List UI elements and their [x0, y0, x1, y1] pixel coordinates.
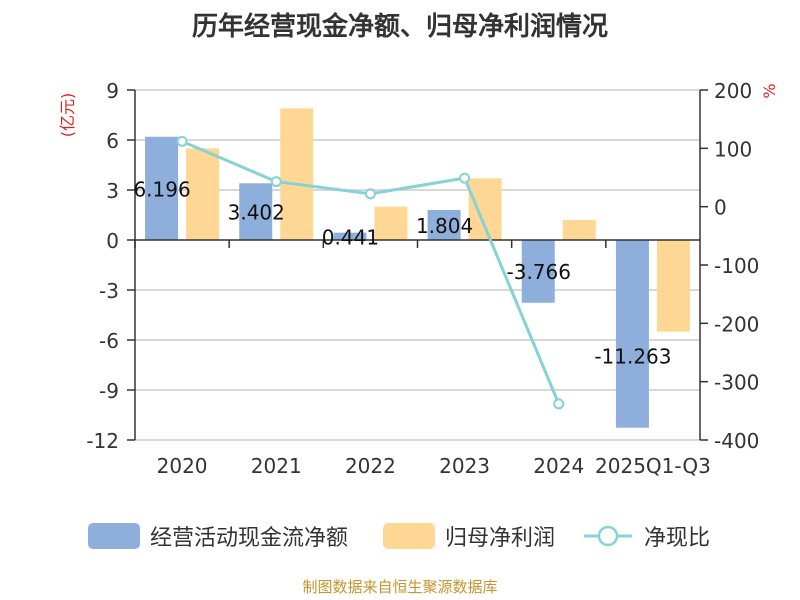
bar-netprofit [374, 206, 408, 240]
bar-netprofit [562, 220, 596, 240]
ratio-point [553, 398, 565, 410]
ratio-point [459, 172, 471, 184]
bar-cashflow [333, 232, 367, 240]
ratio-series-line [181, 139, 561, 405]
bar-cashflow [521, 240, 555, 303]
y-tick-label: -6 [99, 329, 119, 353]
ratio-line [176, 135, 565, 410]
legend-swatch-ratio [584, 525, 632, 547]
y2-axis-unit: % [760, 83, 779, 98]
legend-item-netprofit[interactable]: 归母净利润 [383, 520, 555, 552]
data-label-cashflow: -3.766 [507, 260, 571, 284]
x-tick-label: 2022 [345, 454, 396, 478]
legend-item-ratio[interactable]: 净现比 [582, 520, 710, 552]
x-tick-label: 2021 [251, 454, 302, 478]
y2-tick-label: -400 [714, 429, 759, 453]
y-tick-label: -9 [99, 379, 119, 403]
y-tick-label: 3 [106, 179, 119, 203]
data-label-cashflow: 1.804 [416, 214, 473, 238]
ratio-point [270, 176, 282, 188]
x-tick-label: 2025Q1-Q3 [595, 454, 711, 478]
y2-tick-label: -300 [714, 371, 759, 395]
bar-cashflow [145, 136, 179, 240]
y-tick-label: 9 [106, 79, 119, 103]
y-tick-label: 6 [106, 129, 119, 153]
y-tick-label: -12 [86, 429, 119, 453]
bar-netprofit [280, 108, 314, 240]
legend-item-cashflow[interactable]: 经营活动现金流净额 [88, 520, 348, 552]
data-label-cashflow: 6.196 [133, 177, 190, 201]
legend-swatch-netprofit [383, 523, 435, 549]
grid-lines [135, 89, 700, 441]
ratio-point [364, 188, 376, 200]
data-label-cashflow: 0.441 [322, 225, 379, 249]
y2-tick-label: -100 [714, 254, 759, 278]
axes: 9 6 3 0 -3 -6 -9 -12 200 100 0 -100 -200 -300 -400 2020… [86, 79, 759, 478]
ratio-point [176, 135, 188, 147]
bars [145, 108, 690, 428]
legend-swatch-cashflow [88, 523, 140, 549]
y-axis-unit: (亿元) [58, 93, 77, 138]
bar-netprofit [656, 240, 690, 332]
bar-cashflow [427, 209, 461, 240]
legend-label-netprofit: 归母净利润 [445, 526, 556, 551]
y2-tick-label: -200 [714, 312, 759, 336]
source-note: 制图数据来自恒生聚源数据库 [302, 578, 498, 596]
data-label-cashflow: 3.402 [228, 201, 285, 225]
x-tick-label: 2023 [439, 454, 490, 478]
chart-title: 历年经营现金净额、归母净利润情况 [191, 12, 608, 42]
y-tick-label: -3 [99, 279, 119, 303]
bar-netprofit [186, 148, 220, 240]
legend-label-cashflow: 经营活动现金流净额 [150, 526, 349, 551]
x-tick-label: 2024 [533, 454, 584, 478]
y2-tick-label: 200 [714, 79, 752, 103]
data-label-cashflow: -11.263 [594, 344, 671, 368]
y2-tick-label: 0 [714, 196, 727, 220]
bar-cashflow [615, 240, 649, 428]
bar-cashflow [239, 183, 273, 240]
y-tick-label: 0 [106, 229, 119, 253]
y2-tick-label: 100 [714, 137, 752, 161]
legend-label-ratio: 净现比 [644, 526, 711, 551]
data-labels: 6.196 3.402 0.441 1.804 -3.766 -11.263 [133, 177, 671, 368]
x-tick-label: 2020 [157, 454, 208, 478]
